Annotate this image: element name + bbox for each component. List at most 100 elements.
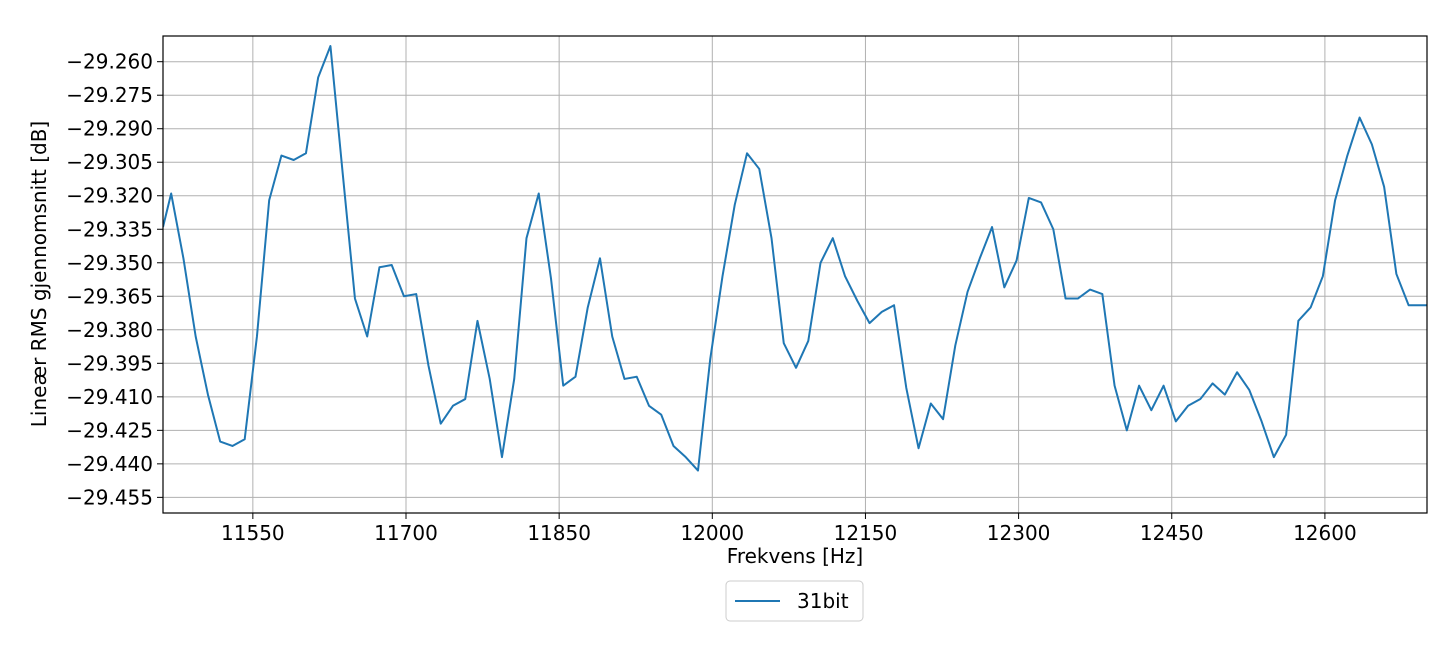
data-point [427, 365, 429, 367]
data-point [930, 403, 932, 405]
data-point [1077, 298, 1079, 300]
y-tick-label: −29.440 [66, 452, 153, 476]
data-point [1138, 385, 1140, 387]
data-point [697, 470, 699, 472]
data-point [734, 204, 736, 206]
data-point [305, 152, 307, 154]
data-point [1420, 304, 1422, 306]
data-point [1163, 385, 1165, 387]
data-point [660, 414, 662, 416]
data-point [403, 295, 405, 297]
data-point [489, 378, 491, 380]
y-tick-label: −29.365 [66, 284, 153, 308]
data-point [623, 378, 625, 380]
data-point [1040, 201, 1042, 203]
data-point [452, 405, 454, 407]
y-tick-label: −29.380 [66, 318, 153, 342]
data-point [256, 336, 258, 338]
data-point [329, 45, 331, 47]
data-point [1248, 389, 1250, 391]
data-point [869, 322, 871, 324]
data-point [550, 277, 552, 279]
y-tick-label: −29.320 [66, 184, 153, 208]
data-point [1052, 228, 1054, 230]
data-point [391, 264, 393, 266]
data-point [538, 193, 540, 195]
data-point [771, 237, 773, 239]
data-point [722, 275, 724, 277]
data-point [954, 344, 956, 346]
data-point [1175, 420, 1177, 422]
data-point [820, 262, 822, 264]
data-point [1346, 155, 1348, 157]
data-point [844, 275, 846, 277]
data-point [1016, 260, 1018, 262]
data-point [648, 405, 650, 407]
x-tick-label: 11700 [374, 521, 438, 545]
legend: 31bit [725, 580, 864, 622]
data-point [513, 378, 515, 380]
data-point [525, 237, 527, 239]
x-tick-label: 11550 [221, 521, 285, 545]
y-tick-label: −29.395 [66, 351, 153, 375]
data-point [881, 311, 883, 313]
data-point [587, 306, 589, 308]
data-point [942, 418, 944, 420]
data-point [1408, 304, 1410, 306]
data-point [562, 385, 564, 387]
y-tick-label: −29.350 [66, 251, 153, 275]
data-point [1322, 275, 1324, 277]
legend-label: 31bit [797, 589, 849, 613]
data-point [366, 336, 368, 338]
tick-layer: 11550 11700 11850 12000 12150 12300 12450 12600… [66, 50, 1356, 545]
data-point [293, 159, 295, 161]
data-point [918, 447, 920, 449]
x-tick-label: 12300 [987, 521, 1051, 545]
y-axis-label: Lineær RMS gjennomsnitt [dB] [27, 121, 51, 427]
data-point [746, 152, 748, 154]
data-point [709, 358, 711, 360]
y-tick-label: −29.425 [66, 418, 153, 442]
y-tick-label: −29.335 [66, 217, 153, 241]
data-point [1273, 456, 1275, 458]
data-point [1212, 382, 1214, 384]
data-point [905, 387, 907, 389]
data-point [1224, 394, 1226, 396]
data-point [795, 367, 797, 369]
data-point [1285, 434, 1287, 436]
data-point [685, 456, 687, 458]
data-point [1359, 117, 1361, 119]
data-point [893, 304, 895, 306]
data-point [1003, 286, 1005, 288]
data-point [231, 445, 233, 447]
data-point [1101, 293, 1103, 295]
data-point [1334, 199, 1336, 201]
data-point [673, 445, 675, 447]
data-point [636, 376, 638, 378]
data-point [1310, 306, 1312, 308]
data-point [1261, 420, 1263, 422]
x-tick-label: 12150 [834, 521, 898, 545]
y-tick-label: −29.290 [66, 117, 153, 141]
data-point [1395, 273, 1397, 275]
data-point [195, 336, 197, 338]
data-point [807, 340, 809, 342]
data-point [599, 257, 601, 259]
data-point [1126, 429, 1128, 431]
data-point [574, 376, 576, 378]
data-point [501, 456, 503, 458]
y-tick-label: −29.260 [66, 50, 153, 74]
data-point [280, 155, 282, 157]
y-tick-label: −29.305 [66, 150, 153, 174]
legend-frame [725, 580, 864, 622]
data-point [611, 336, 613, 338]
data-point [758, 168, 760, 170]
grid-lines [163, 36, 1427, 513]
y-tick-label: −29.410 [66, 385, 153, 409]
plot-frame [162, 35, 1428, 514]
data-point [783, 342, 785, 344]
x-tick-label: 12450 [1140, 521, 1204, 545]
series-layer [163, 45, 1427, 472]
